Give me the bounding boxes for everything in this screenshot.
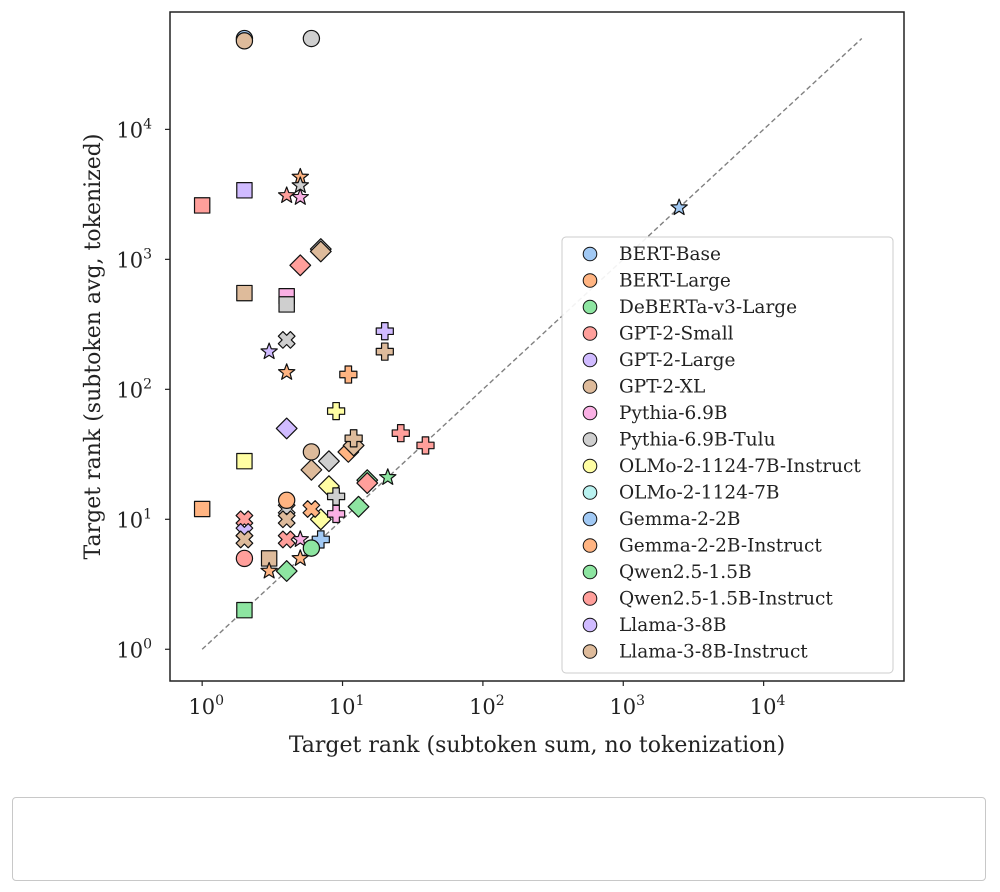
legend-label-GPT-2-Large: GPT-2-Large <box>619 350 735 371</box>
legend-label-GPT-2-XL: GPT-2-XL <box>619 377 705 398</box>
legend-label-Llama-3-8B: Llama-3-8B <box>619 615 726 636</box>
data-point-square <box>278 296 295 313</box>
data-point-circle <box>302 539 321 557</box>
data-point-circle <box>235 32 254 50</box>
data-point-diamond <box>347 495 370 518</box>
data-point-diamond <box>275 560 298 582</box>
data-point-square <box>193 197 211 214</box>
data-point-diamond <box>309 240 332 263</box>
data-point-star <box>277 363 296 380</box>
data-point-square <box>236 452 253 470</box>
legend-swatch-GPT-2-Small <box>582 326 598 341</box>
data-point-star <box>260 561 278 579</box>
data-point-plus <box>375 322 394 341</box>
y-tick-label: 100 <box>116 636 152 662</box>
legend-swatch-DeBERTa-v3-Large <box>582 299 598 315</box>
scatter-points <box>193 29 688 619</box>
data-point-plus <box>344 429 363 448</box>
data-point-star <box>670 198 688 216</box>
legend-label-Gemma-2-2B: Gemma-2-2B <box>619 509 740 530</box>
x-tick-label: 104 <box>750 693 786 719</box>
data-point-plus <box>326 401 346 421</box>
data-point-plus <box>339 365 358 384</box>
data-point-circle <box>302 29 321 48</box>
legend-label-Pythia-6.9B: Pythia-6.9B <box>619 403 727 424</box>
legend-label-Pythia-6.9B-Tulu: Pythia-6.9B-Tulu <box>619 430 776 451</box>
legend-label-BERT-Large: BERT-Large <box>619 271 731 292</box>
data-point-star <box>379 468 397 485</box>
data-point-square <box>236 182 253 199</box>
y-tick-label: 101 <box>116 506 152 532</box>
data-point-plus <box>326 504 346 524</box>
data-point-plus <box>416 436 435 455</box>
legend-label-Gemma-2-2B-Instruct: Gemma-2-2B-Instruct <box>619 536 822 557</box>
legend-label-OLMo-2-1124-7B-Instruct: OLMo-2-1124-7B-Instruct <box>619 456 861 477</box>
x-tick-label: 100 <box>188 693 224 719</box>
y-tick-label: 102 <box>116 376 152 402</box>
data-point-plus <box>311 530 330 549</box>
legend-swatch-Gemma-2-2B-Instruct <box>582 538 598 553</box>
legend-swatch-Qwen2.5-1.5B-Instruct <box>582 591 598 606</box>
legend-swatch-Llama-3-8B-Instruct <box>582 644 598 659</box>
legend-label-DeBERTa-v3-Large: DeBERTa-v3-Large <box>619 297 797 318</box>
diagonal-reference-line <box>201 38 863 650</box>
data-point-star <box>260 342 278 360</box>
data-point-x <box>277 510 296 529</box>
legend-swatch-Llama-3-8B <box>582 617 598 633</box>
data-point-plus <box>375 342 394 361</box>
y-tick-label: 104 <box>116 116 152 142</box>
legend-label-BERT-Base: BERT-Base <box>619 244 721 265</box>
data-point-square <box>236 284 253 302</box>
data-point-square <box>236 601 253 619</box>
legend-label-Qwen2.5-1.5B: Qwen2.5-1.5B <box>619 562 752 583</box>
legend-swatch-OLMo-2-1124-7B-Instruct <box>582 458 598 474</box>
data-point-star <box>291 188 310 205</box>
legend-label-Qwen2.5-1.5B-Instruct: Qwen2.5-1.5B-Instruct <box>619 589 833 610</box>
data-point-x <box>277 530 296 549</box>
legend-swatch-Pythia-6.9B <box>582 405 598 421</box>
data-point-star <box>277 186 296 204</box>
model-legend-box <box>561 236 894 674</box>
data-point-diamond <box>300 458 323 481</box>
data-point-diamond <box>317 450 340 473</box>
legend-swatch-OLMo-2-1124-7B <box>582 485 598 500</box>
legend-swatch-BERT-Base <box>582 246 598 262</box>
data-point-x <box>235 530 254 549</box>
legend-swatch-BERT-Large <box>582 273 598 288</box>
data-point-circle <box>235 549 254 568</box>
legend-swatch-Gemma-2-2B <box>582 511 598 527</box>
y-axis-label: Target rank (subtoken avg, tokenized) <box>81 134 106 560</box>
analogy-marker-legend-box <box>12 797 986 881</box>
data-point-diamond <box>289 254 312 277</box>
legend-swatch-GPT-2-XL <box>582 379 598 394</box>
legend-label-OLMo-2-1124-7B: OLMo-2-1124-7B <box>619 483 780 504</box>
x-axis-label: Target rank (subtoken sum, no tokenizati… <box>289 733 785 758</box>
data-point-diamond <box>356 472 379 495</box>
data-point-plus <box>391 424 410 443</box>
data-point-star <box>291 549 310 566</box>
data-point-circle <box>302 443 321 461</box>
data-point-x <box>277 330 296 349</box>
data-point-x <box>302 500 321 518</box>
data-point-square <box>193 500 211 518</box>
legend-swatch-Qwen2.5-1.5B <box>582 564 598 580</box>
x-tick-label: 101 <box>329 693 365 719</box>
data-point-star <box>291 176 310 194</box>
x-tick-label: 102 <box>469 693 505 719</box>
x-tick-label: 103 <box>609 693 645 719</box>
y-tick-label: 103 <box>116 246 152 272</box>
legend-label-GPT-2-Small: GPT-2-Small <box>619 324 734 345</box>
plot-frame <box>169 11 905 682</box>
legend-swatch-GPT-2-Large <box>582 352 598 368</box>
data-point-diamond <box>275 417 298 440</box>
data-point-circle <box>277 491 296 510</box>
legend-swatch-Pythia-6.9B-Tulu <box>582 432 598 447</box>
legend-label-Llama-3-8B-Instruct: Llama-3-8B-Instruct <box>619 642 808 663</box>
